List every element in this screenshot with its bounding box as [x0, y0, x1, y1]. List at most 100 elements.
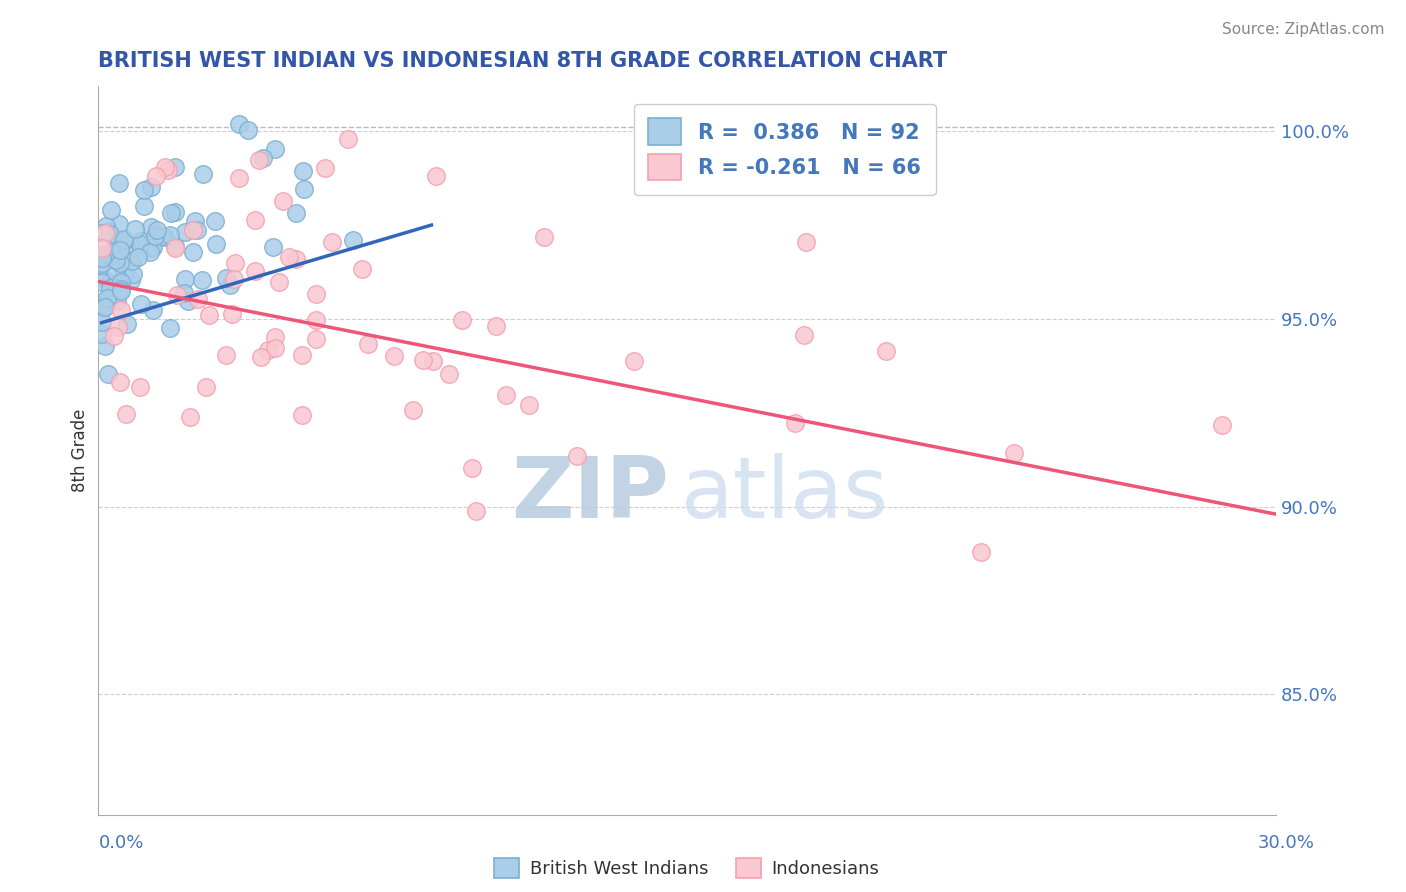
Point	[465, 504, 488, 518]
Point	[94, 339, 117, 353]
Point	[187, 293, 209, 307]
Point	[112, 232, 135, 246]
Point	[121, 254, 143, 268]
Point	[264, 341, 287, 355]
Point	[1002, 446, 1025, 460]
Point	[120, 273, 142, 287]
Point	[352, 261, 374, 276]
Point	[108, 243, 131, 257]
Point	[247, 153, 270, 167]
Point	[342, 233, 364, 247]
Point	[157, 163, 180, 178]
Point	[134, 199, 156, 213]
Point	[517, 398, 540, 412]
Point	[108, 256, 131, 270]
Point	[96, 219, 118, 233]
Point	[425, 169, 447, 183]
Point	[165, 238, 187, 252]
Point	[533, 230, 555, 244]
Point	[100, 281, 122, 295]
Point	[567, 449, 589, 463]
Point	[221, 307, 243, 321]
Point	[222, 272, 245, 286]
Point	[382, 349, 405, 363]
Point	[190, 273, 212, 287]
Point	[291, 348, 314, 362]
Point	[970, 545, 993, 559]
Point	[124, 222, 146, 236]
Point	[321, 235, 343, 249]
Point	[114, 238, 136, 252]
Point	[163, 205, 186, 219]
Point	[292, 182, 315, 196]
Point	[108, 375, 131, 389]
Point	[422, 354, 444, 368]
Point	[90, 241, 112, 255]
Point	[174, 272, 197, 286]
Point	[243, 264, 266, 278]
Point	[228, 117, 250, 131]
Point	[252, 152, 274, 166]
Point	[132, 183, 155, 197]
Point	[236, 123, 259, 137]
Point	[128, 380, 150, 394]
Point	[305, 312, 328, 326]
Point	[197, 309, 219, 323]
Point	[314, 161, 336, 176]
Point	[91, 227, 114, 241]
Point	[91, 315, 114, 329]
Point	[1211, 417, 1233, 432]
Point	[357, 337, 380, 351]
Point	[107, 319, 129, 334]
Point	[181, 244, 204, 259]
Point	[794, 235, 817, 249]
Point	[115, 407, 138, 421]
Point	[793, 327, 815, 342]
Text: atlas: atlas	[681, 452, 889, 535]
Point	[110, 282, 132, 296]
Point	[93, 252, 115, 267]
Text: Source: ZipAtlas.com: Source: ZipAtlas.com	[1222, 22, 1385, 37]
Text: 0.0%: 0.0%	[98, 834, 143, 852]
Point	[112, 234, 135, 248]
Point	[131, 234, 153, 248]
Point	[304, 287, 326, 301]
Point	[305, 332, 328, 346]
Text: 30.0%: 30.0%	[1258, 834, 1315, 852]
Point	[141, 241, 163, 255]
Point	[177, 293, 200, 308]
Point	[195, 380, 218, 394]
Point	[146, 223, 169, 237]
Point	[163, 240, 186, 254]
Point	[173, 225, 195, 239]
Point	[107, 234, 129, 248]
Point	[250, 351, 273, 365]
Point	[142, 303, 165, 318]
Point	[245, 212, 267, 227]
Point	[100, 278, 122, 293]
Point	[90, 269, 112, 284]
Point	[90, 327, 112, 342]
Point	[179, 409, 201, 424]
Point	[105, 293, 128, 308]
Point	[122, 267, 145, 281]
Point	[485, 318, 508, 333]
Point	[91, 301, 114, 315]
Point	[437, 367, 460, 381]
Point	[90, 270, 112, 285]
Point	[159, 228, 181, 243]
Point	[90, 258, 112, 272]
Point	[97, 224, 120, 238]
Point	[291, 408, 314, 422]
Point	[623, 354, 645, 368]
Point	[108, 177, 131, 191]
Point	[224, 256, 246, 270]
Point	[205, 236, 228, 251]
Point	[273, 194, 295, 208]
Point	[110, 302, 132, 317]
Point	[263, 329, 285, 343]
Point	[100, 245, 122, 260]
Point	[142, 240, 165, 254]
Point	[97, 276, 120, 290]
Point	[160, 206, 183, 220]
